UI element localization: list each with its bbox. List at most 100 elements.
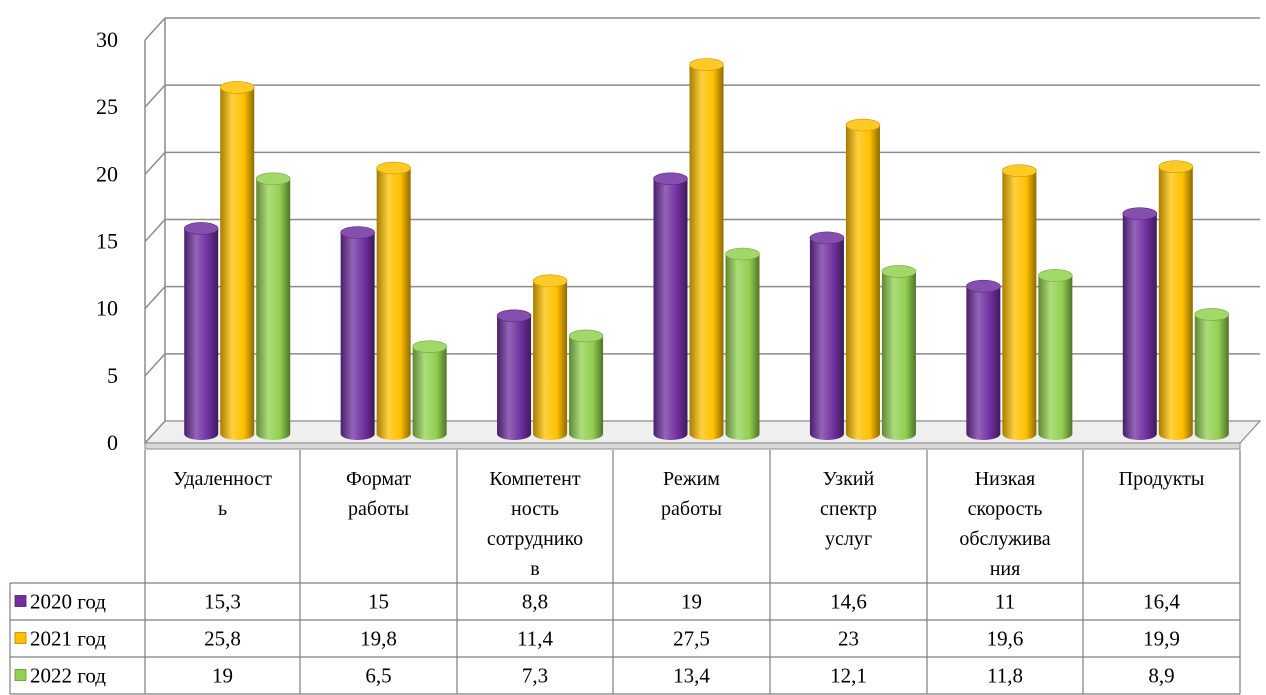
bar-body xyxy=(881,271,916,440)
bar-body xyxy=(497,315,532,440)
legend-swatch xyxy=(14,595,27,607)
bar-top xyxy=(689,58,724,71)
bar-body xyxy=(376,168,411,440)
bar-top xyxy=(966,279,1001,293)
data-cell: 14,6 xyxy=(830,590,867,614)
category-label: Узкий xyxy=(823,468,875,490)
category-label: Продукты xyxy=(1119,468,1205,490)
gridline-diagonal xyxy=(144,218,166,243)
data-cell: 8,8 xyxy=(522,590,548,614)
bar-top xyxy=(1194,308,1230,321)
y-tick-label: 0 xyxy=(107,430,118,455)
bar xyxy=(1122,207,1158,440)
gridline-diagonal xyxy=(144,420,166,444)
bar-top xyxy=(1122,207,1158,220)
category-label: скорость xyxy=(968,498,1043,520)
legend-label: 2021 год xyxy=(30,627,106,651)
bar-top xyxy=(340,226,375,239)
bar-top xyxy=(1038,269,1073,282)
data-cell: 7,3 xyxy=(522,664,548,688)
category-label: ность xyxy=(511,498,559,520)
bar-body xyxy=(966,286,1001,440)
category-label: Режим xyxy=(663,468,720,490)
bar xyxy=(376,161,411,440)
y-tick-label: 15 xyxy=(96,229,118,254)
bar xyxy=(809,231,845,440)
bar-body xyxy=(1158,166,1193,440)
bar-top xyxy=(1002,164,1037,178)
legend-swatch xyxy=(14,632,27,644)
data-cell: 11,4 xyxy=(517,627,553,651)
bar-body xyxy=(689,64,724,440)
bar-body xyxy=(220,87,255,441)
data-cell: 25,8 xyxy=(204,627,241,651)
data-cell: 11,8 xyxy=(987,664,1023,688)
gridline-diagonal xyxy=(144,151,166,175)
bar-top xyxy=(1158,160,1194,173)
bar-body xyxy=(1038,275,1073,440)
bar xyxy=(1194,308,1230,440)
category-label: ния xyxy=(990,558,1021,580)
bar xyxy=(881,265,917,440)
bar xyxy=(689,58,724,440)
bar xyxy=(340,226,375,440)
y-tick-label: 20 xyxy=(96,161,118,186)
bar xyxy=(183,222,219,440)
chart-floor-edge xyxy=(144,442,1241,450)
category-label: ь xyxy=(218,498,227,520)
bar-top xyxy=(219,81,255,94)
data-cell: 15,3 xyxy=(204,590,241,614)
gridline-diagonal xyxy=(144,17,166,41)
bar-top xyxy=(412,340,447,353)
bar-top xyxy=(376,161,411,175)
bar-top xyxy=(255,172,291,186)
bar-body xyxy=(340,232,375,440)
bar-top xyxy=(496,309,532,323)
bar-body xyxy=(533,280,568,440)
gridline-diagonal xyxy=(144,353,166,377)
category-label: Удаленност xyxy=(173,468,272,490)
data-cell: 19,6 xyxy=(987,627,1024,651)
data-cell: 19 xyxy=(681,590,702,614)
bars xyxy=(183,58,1230,441)
bar xyxy=(1158,160,1194,440)
category-label: обслужива xyxy=(959,528,1050,550)
bar-body xyxy=(412,346,447,440)
category-label: спектр xyxy=(820,498,877,520)
bar-body xyxy=(1194,314,1229,440)
y-tick-label: 10 xyxy=(96,296,118,321)
bar xyxy=(966,279,1001,440)
gridline-diagonal xyxy=(144,84,166,108)
data-cell: 16,4 xyxy=(1143,590,1180,614)
data-cell: 19,9 xyxy=(1143,627,1180,651)
data-cell: 15 xyxy=(368,590,389,614)
y-tick-label: 5 xyxy=(107,363,118,388)
legend-label: 2020 год xyxy=(30,590,106,614)
category-label: услуг xyxy=(825,528,872,550)
data-cell: 11 xyxy=(995,590,1015,614)
bar-body xyxy=(256,178,291,440)
gridline-diagonal xyxy=(144,286,166,310)
data-cell: 19,8 xyxy=(360,627,397,651)
data-table: Удаленност ь Формат работы Компетент ность сот… xyxy=(9,450,1241,695)
bar xyxy=(219,81,255,441)
bar xyxy=(725,247,760,440)
y-tick-label: 30 xyxy=(96,27,118,52)
bar-body xyxy=(184,228,219,440)
bar xyxy=(1038,269,1073,440)
legend-swatch xyxy=(14,669,27,681)
bar xyxy=(568,329,604,440)
data-cell: 8,9 xyxy=(1148,664,1174,688)
category-label: в xyxy=(530,558,539,580)
data-cell: 27,5 xyxy=(673,627,710,651)
category-label: работы xyxy=(348,498,409,520)
bar-body xyxy=(809,237,844,440)
bar-top xyxy=(845,118,881,132)
bar xyxy=(255,172,291,440)
bar-top xyxy=(809,231,845,245)
data-cell: 13,4 xyxy=(673,664,710,688)
bar-top xyxy=(532,274,568,288)
bar-top xyxy=(653,172,688,186)
bar xyxy=(532,274,568,440)
bar-body xyxy=(725,253,760,440)
